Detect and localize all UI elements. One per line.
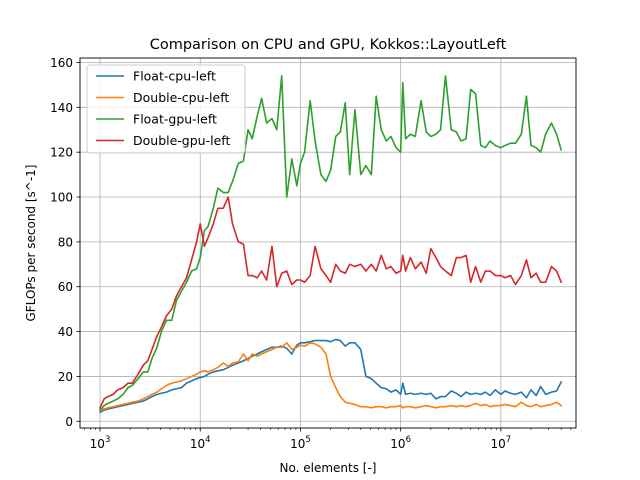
x-tick-exponent: 7 <box>506 435 511 445</box>
x-tick-label: 104 <box>190 435 211 451</box>
legend-box <box>86 64 246 154</box>
series-line-float-gpu-left <box>98 75 563 412</box>
x-tick-base: 10 <box>390 437 405 451</box>
x-axis-label: No. elements [-] <box>280 461 377 475</box>
y-tick-label: 100 <box>50 191 73 205</box>
x-tick-base: 10 <box>190 437 205 451</box>
legend-label: Float-cpu-left <box>133 69 216 84</box>
series-line-double-cpu-left <box>99 341 563 412</box>
x-tick-exponent: 3 <box>105 435 110 445</box>
x-tick-label: 103 <box>90 435 111 451</box>
y-tick-label: 80 <box>58 235 73 249</box>
legend-label: Double-cpu-left <box>133 90 229 105</box>
y-tick-label: 20 <box>58 370 73 384</box>
series-line-float-cpu-left <box>98 338 563 414</box>
y-tick-label: 40 <box>58 325 73 339</box>
y-tick-label: 60 <box>58 280 73 294</box>
y-tick-label: 140 <box>50 101 73 115</box>
x-tick-base: 10 <box>490 437 505 451</box>
legend: Float-cpu-left Double-cpu-left Float-gpu-l… <box>86 64 246 154</box>
y-axis-label: GFLOPs per second [s^-1] <box>24 165 38 322</box>
series-layer <box>98 75 563 414</box>
y-tick-label: 160 <box>50 56 73 70</box>
x-tick-label: 107 <box>490 435 511 451</box>
y-tick-label: 120 <box>50 146 73 160</box>
x-tick-base: 10 <box>290 437 305 451</box>
chart-title: Comparison on CPU and GPU, Kokkos::Layou… <box>150 37 507 53</box>
x-tick-exponent: 6 <box>406 435 411 445</box>
x-tick-label: 106 <box>390 435 411 451</box>
y-tick-label: 0 <box>65 415 73 429</box>
series-line-double-gpu-left <box>98 196 563 409</box>
legend-label: Double-gpu-left <box>133 133 230 148</box>
x-tick-label: 105 <box>290 435 311 451</box>
x-tick-exponent: 4 <box>205 435 210 445</box>
x-tick-exponent: 5 <box>305 435 310 445</box>
legend-label: Float-gpu-left <box>133 112 217 127</box>
plot-frame <box>79 57 577 429</box>
x-tick-base: 10 <box>90 437 105 451</box>
